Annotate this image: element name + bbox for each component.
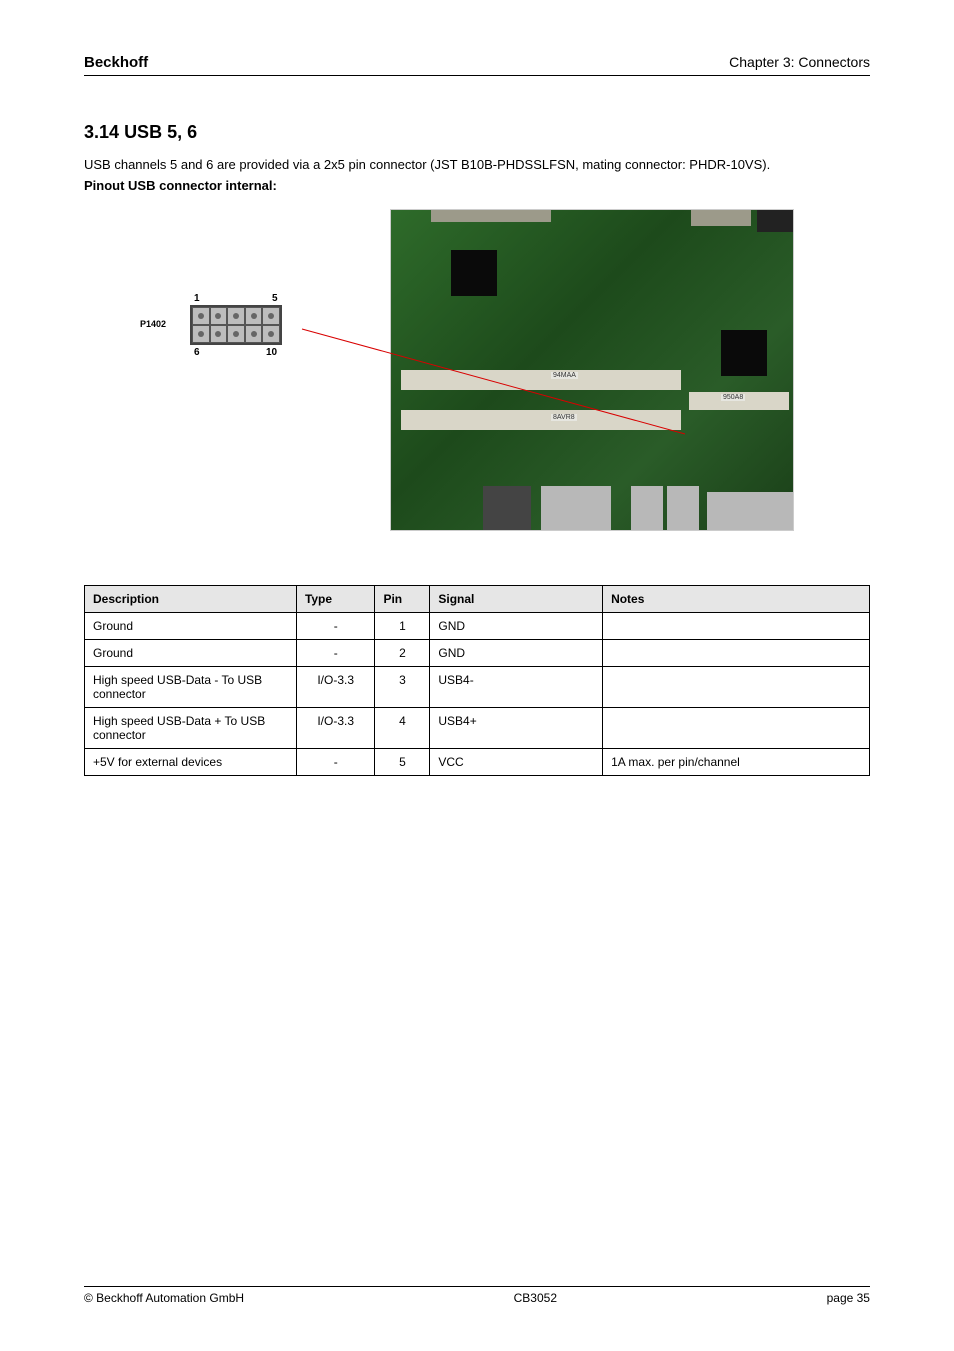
pin-num-6: 6 <box>194 347 200 358</box>
section-intro: USB channels 5 and 6 are provided via a … <box>84 157 870 172</box>
table-row: High speed USB-Data + To USB connector I… <box>85 708 870 749</box>
pin-num-1: 1 <box>194 293 200 304</box>
chapter-title: Chapter 3: Connectors <box>729 54 870 70</box>
cell-pin: 5 <box>375 749 430 776</box>
footer-docref: CB3052 <box>514 1291 557 1305</box>
cell-sig: GND <box>430 640 603 667</box>
pin-header-icon <box>190 305 282 345</box>
cell-desc: High speed USB-Data + To USB connector <box>85 708 297 749</box>
section-title: 3.14 USB 5, 6 <box>84 122 870 143</box>
cell-note <box>603 640 870 667</box>
cell-desc: Ground <box>85 613 297 640</box>
table-row: Ground - 1 GND <box>85 613 870 640</box>
section-number: 3.14 <box>84 122 119 142</box>
cell-sig: USB4- <box>430 667 603 708</box>
section-name: USB 5, 6 <box>124 122 197 142</box>
cell-note <box>603 708 870 749</box>
cell-pin: 3 <box>375 667 430 708</box>
page: Beckhoff Chapter 3: Connectors 3.14 USB … <box>0 0 954 1351</box>
header-rule <box>84 75 870 76</box>
cell-pin: 4 <box>375 708 430 749</box>
cell-type: I/O-3.3 <box>296 667 375 708</box>
board-photo: 94MAA 8AVR8 950A8 <box>390 209 794 531</box>
silk-text: 94MAA <box>551 372 578 379</box>
pin-num-10: 10 <box>266 347 277 358</box>
col-header-type: Type <box>296 586 375 613</box>
cell-desc: Ground <box>85 640 297 667</box>
cell-pin: 2 <box>375 640 430 667</box>
pinout-table: Description Type Pin Signal Notes Ground… <box>84 585 870 776</box>
col-header-signal: Signal <box>430 586 603 613</box>
cell-note: 1A max. per pin/channel <box>603 749 870 776</box>
connector-label: P1402 <box>140 319 166 329</box>
cell-note <box>603 613 870 640</box>
cell-type: - <box>296 640 375 667</box>
footer-copyright: © Beckhoff Automation GmbH <box>84 1291 244 1305</box>
cell-sig: VCC <box>430 749 603 776</box>
table-row: Ground - 2 GND <box>85 640 870 667</box>
col-header-notes: Notes <box>603 586 870 613</box>
page-header: Beckhoff Chapter 3: Connectors <box>84 54 870 71</box>
table-row: +5V for external devices - 5 VCC 1A max.… <box>85 749 870 776</box>
table-row: High speed USB-Data - To USB connector I… <box>85 667 870 708</box>
cell-desc: High speed USB-Data - To USB connector <box>85 667 297 708</box>
cell-type: I/O-3.3 <box>296 708 375 749</box>
silk-text: 8AVR8 <box>551 414 577 421</box>
cell-type: - <box>296 613 375 640</box>
cell-pin: 1 <box>375 613 430 640</box>
cell-desc: +5V for external devices <box>85 749 297 776</box>
page-footer: © Beckhoff Automation GmbH CB3052 page 3… <box>84 1278 870 1305</box>
cell-sig: GND <box>430 613 603 640</box>
cell-note <box>603 667 870 708</box>
footer-page: page 35 <box>827 1291 870 1305</box>
pin-num-5: 5 <box>272 293 278 304</box>
brand-text: Beckhoff <box>84 54 148 71</box>
cell-type: - <box>296 749 375 776</box>
silk-text: 950A8 <box>721 394 745 401</box>
pinout-subhead: Pinout USB connector internal: <box>84 178 870 193</box>
figure-area: P1402 1 5 6 10 <box>84 209 870 549</box>
col-header-pin: Pin <box>375 586 430 613</box>
footer-rule <box>84 1286 870 1287</box>
cell-sig: USB4+ <box>430 708 603 749</box>
col-header-description: Description <box>85 586 297 613</box>
